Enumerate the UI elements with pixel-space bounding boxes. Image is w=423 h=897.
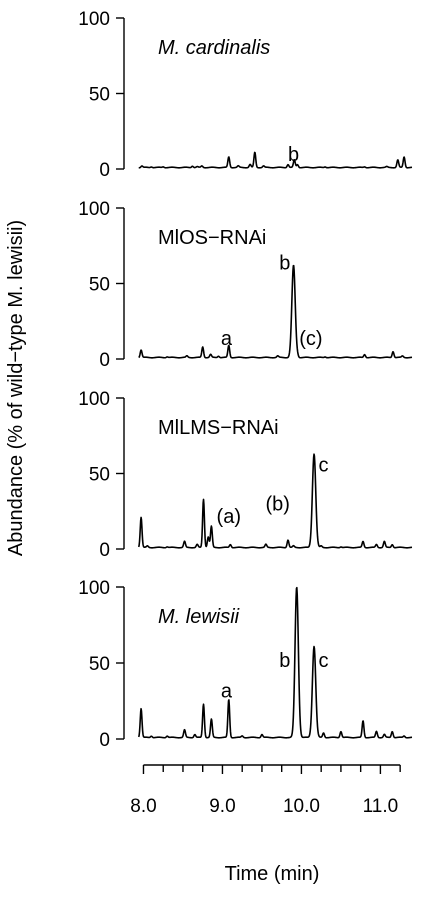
- panel-1: 0 50 100 M. cardinalis b: [78, 9, 413, 181]
- peak-annotation: a: [221, 328, 233, 350]
- chromatogram-trace: [138, 264, 413, 359]
- peak-annotation: a: [221, 680, 233, 702]
- x-axis-title: Time (min): [225, 863, 320, 885]
- panel-4: 0 50 100 M. lewisii a b c: [78, 578, 413, 751]
- x-tick-label: 8.0: [130, 796, 156, 817]
- y-tick-label: 0: [99, 160, 110, 181]
- x-tick-label: 10.0: [283, 796, 320, 817]
- x-tick-label: 11.0: [363, 796, 399, 817]
- peak-annotation: (a): [217, 506, 241, 528]
- panel-3: 0 50 100 MlLMS−RNAi (a) (b) c: [78, 389, 413, 561]
- peak-annotation: c: [319, 454, 329, 476]
- x-tick-label: 9.0: [209, 796, 235, 817]
- y-tick-label: 0: [99, 350, 110, 371]
- y-tick-label: 100: [78, 389, 110, 410]
- peak-annotation: b: [288, 144, 299, 166]
- y-tick-label: 50: [89, 654, 110, 675]
- y-axis-title: Abundance (% of wild−type M. lewisii): [5, 220, 27, 556]
- y-tick-label: 0: [99, 730, 110, 751]
- y-tick-label: 0: [99, 540, 110, 561]
- peak-annotation: b: [279, 252, 290, 274]
- peak-annotation: (c): [299, 328, 322, 350]
- chromatogram-trace: [137, 453, 413, 549]
- panel-label: M. lewisii: [158, 606, 240, 628]
- panel-label: MlLMS−RNAi: [158, 417, 279, 439]
- peak-annotation: b: [279, 650, 290, 672]
- panel-2: 0 50 100 MlOS−RNAi a b (c): [78, 199, 413, 371]
- chromatogram-trace: [138, 151, 413, 169]
- y-tick-label: 50: [89, 275, 110, 296]
- peak-annotation: (b): [266, 494, 290, 516]
- panel-label: MlOS−RNAi: [158, 227, 266, 249]
- panel-label: M. cardinalis: [158, 37, 270, 59]
- y-tick-label: 100: [78, 199, 110, 220]
- y-tick-label: 100: [78, 578, 110, 599]
- peak-annotation: c: [319, 650, 329, 672]
- y-tick-label: 50: [89, 85, 110, 106]
- x-axis: 8.0 9.0 10.0 11.0: [130, 764, 401, 817]
- panels-group: 0 50 100 M. cardinalis b 0 50 100 MlOS−RNAi a b (c)…: [78, 9, 413, 751]
- y-tick-label: 50: [89, 465, 110, 486]
- chromatogram-trace: [137, 586, 413, 739]
- y-tick-label: 100: [78, 9, 110, 30]
